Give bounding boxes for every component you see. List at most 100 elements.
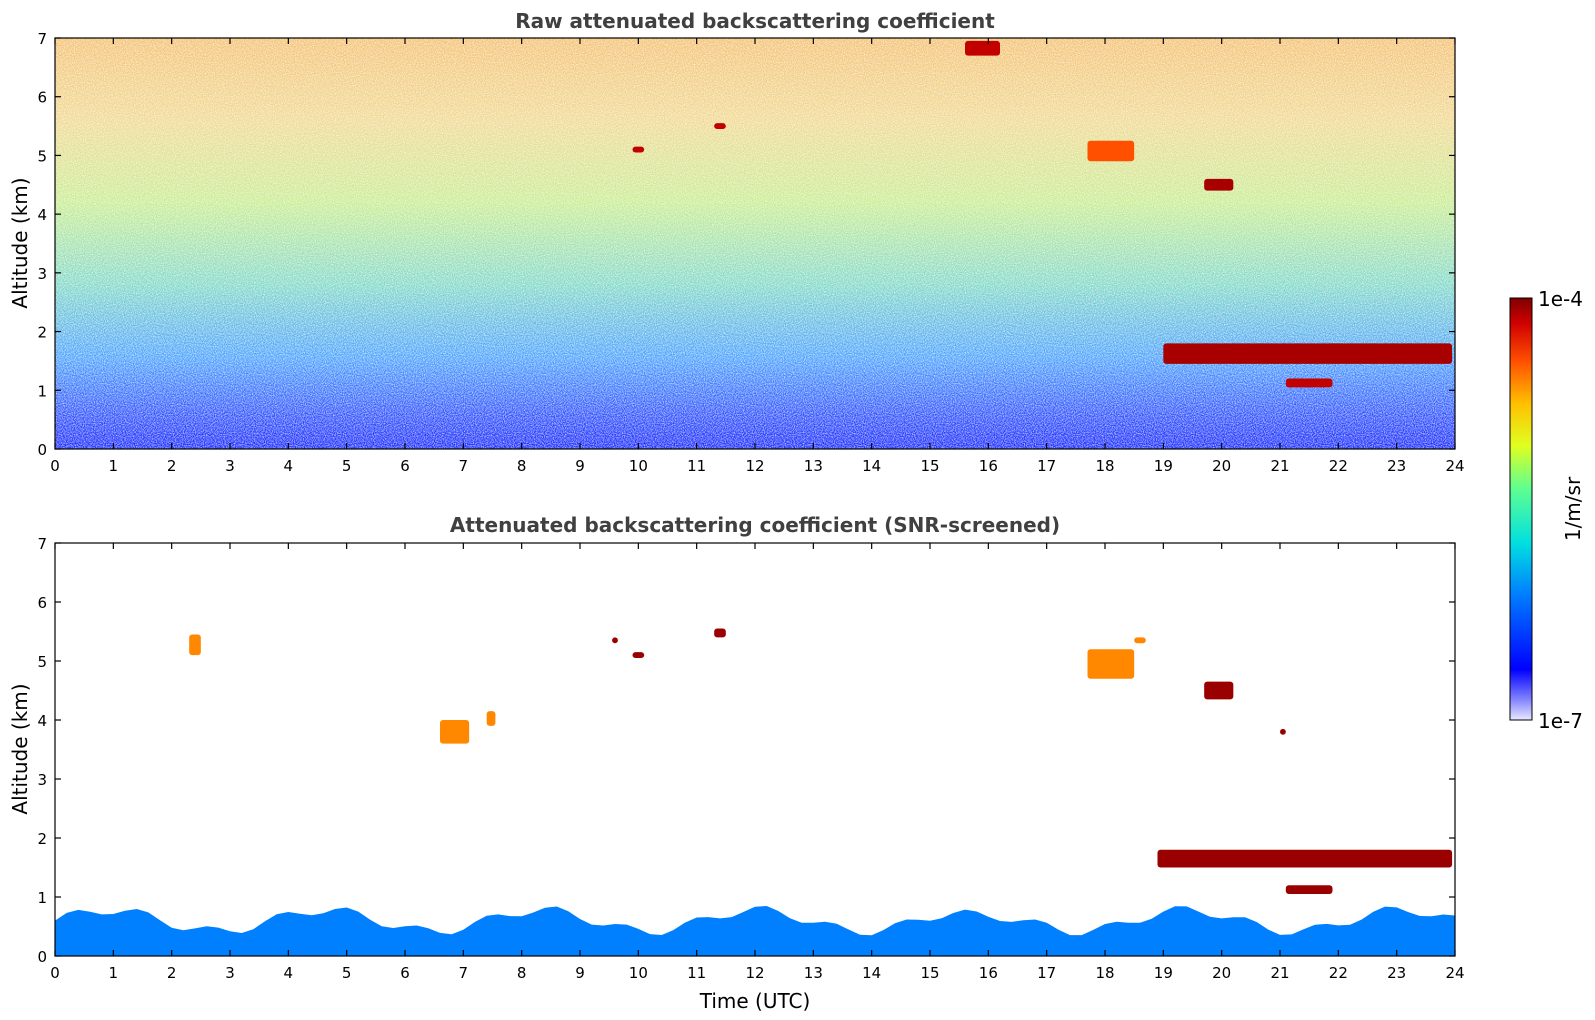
x-tick-label: 23 <box>1387 457 1406 475</box>
x-tick-label: 3 <box>225 457 235 475</box>
x-tick-label: 9 <box>575 457 585 475</box>
y-tick-label: 6 <box>37 89 47 107</box>
x-tick-label: 18 <box>1095 457 1114 475</box>
x-tick-label: 20 <box>1212 457 1231 475</box>
raw-backscatter-panel: Raw attenuated backscattering coefficien… <box>8 9 1465 475</box>
y-tick-label: 1 <box>37 889 47 907</box>
x-tick-label: 3 <box>225 964 235 982</box>
y-axis: 0 1 2 3 4 5 6 7 <box>37 535 1455 966</box>
x-tick-label: 8 <box>517 964 527 982</box>
x-tick-label: 0 <box>50 964 60 982</box>
cloud-layer <box>1285 885 1333 895</box>
x-tick-label: 6 <box>400 964 410 982</box>
x-tick-label: 2 <box>167 964 177 982</box>
x-tick-label: 7 <box>459 457 469 475</box>
cloud-layer <box>1204 681 1234 700</box>
y-tick-label: 7 <box>37 30 47 48</box>
x-tick-label: 17 <box>1037 457 1056 475</box>
cloud-features <box>632 40 1453 388</box>
y-tick-label: 1 <box>37 382 47 400</box>
cloud-layer <box>1157 849 1453 868</box>
y-tick-label: 7 <box>37 535 47 553</box>
cloud-layer <box>486 711 496 726</box>
x-axis: 0 1 2 3 4 5 6 7 8 9 10 11 12 13 14 15 16 17 18 19 20 21 22 23 24 <box>50 38 1465 475</box>
x-tick-label: 16 <box>979 457 998 475</box>
chart-title: Raw attenuated backscattering coefficien… <box>515 9 995 33</box>
colorbar-max-label: 1e-4 <box>1538 287 1583 311</box>
x-tick-label: 16 <box>979 964 998 982</box>
colorbar-gradient <box>1509 297 1533 721</box>
x-tick-label: 20 <box>1212 964 1231 982</box>
x-tick-label: 6 <box>400 457 410 475</box>
x-tick-label: 19 <box>1154 964 1173 982</box>
y-tick-label: 2 <box>37 324 47 342</box>
x-tick-label: 12 <box>745 457 764 475</box>
cloud-layer <box>1285 378 1333 388</box>
y-axis-label: Altitude (km) <box>8 177 32 308</box>
x-tick-label: 4 <box>284 457 294 475</box>
cloud-layer <box>1087 649 1135 679</box>
y-tick-label: 3 <box>37 771 47 789</box>
x-tick-label: 13 <box>804 964 823 982</box>
cloud-features <box>55 628 1455 956</box>
cloud-layer <box>189 634 201 656</box>
heatmap-area <box>55 543 1455 956</box>
y-tick-label: 0 <box>37 948 47 966</box>
heatmap-area <box>55 38 1455 449</box>
y-tick-label: 6 <box>37 594 47 612</box>
x-tick-label: 21 <box>1270 457 1289 475</box>
x-tick-label: 5 <box>342 964 352 982</box>
y-axis: 0 1 2 3 4 5 6 7 <box>37 30 1455 459</box>
x-tick-label: 15 <box>920 457 939 475</box>
chart-title: Attenuated backscattering coefficient (S… <box>450 513 1060 537</box>
cloud-layer <box>714 628 726 638</box>
y-tick-label: 2 <box>37 830 47 848</box>
x-tick-label: 10 <box>629 457 648 475</box>
x-tick-label: 22 <box>1329 457 1348 475</box>
boundary-layer <box>55 906 1455 956</box>
x-tick-label: 2 <box>167 457 177 475</box>
x-tick-label: 1 <box>109 964 119 982</box>
y-tick-label: 4 <box>37 712 47 730</box>
x-axis-label: Time (UTC) <box>699 989 811 1013</box>
colorbar: 1e-4 1e-7 1/m/sr <box>1509 287 1585 733</box>
colorbar-unit-label: 1/m/sr <box>1561 476 1585 541</box>
colorbar-min-label: 1e-7 <box>1538 709 1583 733</box>
x-tick-label: 10 <box>629 964 648 982</box>
x-tick-label: 15 <box>920 964 939 982</box>
x-tick-label: 17 <box>1037 964 1056 982</box>
x-tick-label: 23 <box>1387 964 1406 982</box>
x-tick-label: 7 <box>459 964 469 982</box>
cloud-layer <box>440 720 470 744</box>
cloud-layer <box>965 40 1000 56</box>
y-tick-label: 5 <box>37 653 47 671</box>
x-tick-label: 12 <box>745 964 764 982</box>
cloud-layer <box>632 146 645 153</box>
x-tick-label: 14 <box>862 457 881 475</box>
x-tick-label: 24 <box>1445 964 1464 982</box>
y-tick-label: 4 <box>37 206 47 224</box>
cloud-layer <box>1163 343 1453 364</box>
x-tick-label: 19 <box>1154 457 1173 475</box>
x-tick-label: 22 <box>1329 964 1348 982</box>
heatmap-noise <box>55 38 1455 449</box>
cloud-layer <box>1087 140 1135 162</box>
screened-backscatter-panel: Attenuated backscattering coefficient (S… <box>8 513 1465 1013</box>
cloud-layer <box>1204 178 1234 191</box>
x-tick-label: 21 <box>1270 964 1289 982</box>
x-tick-label: 24 <box>1445 457 1464 475</box>
x-tick-label: 9 <box>575 964 585 982</box>
x-tick-label: 18 <box>1095 964 1114 982</box>
cloud-layer <box>612 637 618 644</box>
cloud-layer <box>632 652 645 659</box>
x-tick-label: 0 <box>50 457 60 475</box>
y-tick-label: 0 <box>37 441 47 459</box>
y-tick-label: 3 <box>37 265 47 283</box>
y-axis-label: Altitude (km) <box>8 683 32 814</box>
x-tick-label: 8 <box>517 457 527 475</box>
cloud-layer <box>1134 637 1146 644</box>
cloud-layer <box>714 123 726 130</box>
x-axis: 0 1 2 3 4 5 6 7 8 9 10 11 12 13 14 15 16 17 18 19 20 21 22 23 24 <box>50 543 1465 982</box>
x-tick-label: 1 <box>109 457 119 475</box>
